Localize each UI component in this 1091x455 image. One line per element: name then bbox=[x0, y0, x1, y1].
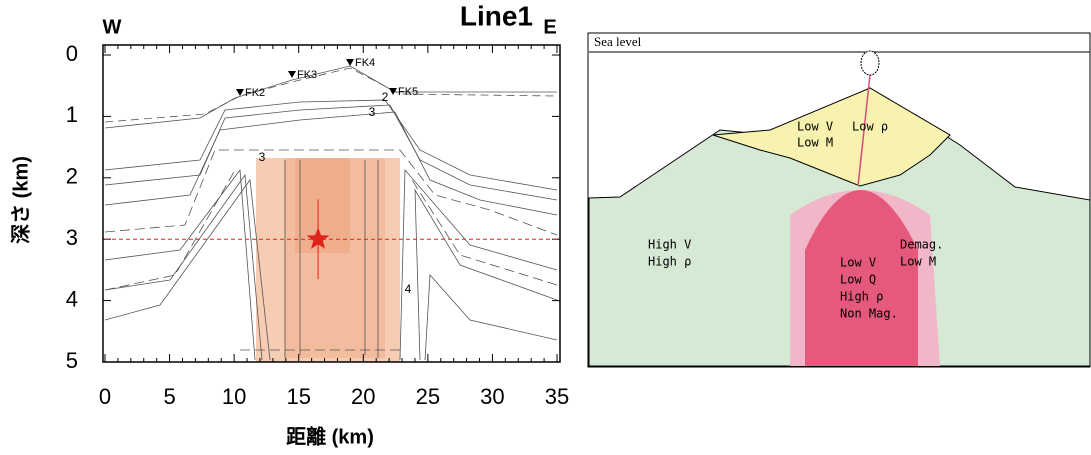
x-tick-label: 35 bbox=[545, 384, 569, 409]
zone-label: Low Q bbox=[840, 273, 876, 287]
contour-label: 4 bbox=[405, 282, 412, 296]
x-axis-label: 距離 (km) bbox=[286, 424, 374, 448]
plume bbox=[861, 51, 879, 75]
zone-label: Low ρ bbox=[852, 120, 888, 134]
x-tick-label: 15 bbox=[286, 384, 310, 409]
panel-title: Line1 bbox=[460, 0, 533, 31]
station-label: FK3 bbox=[297, 69, 317, 81]
zone-label: Low M bbox=[797, 136, 833, 150]
contour-label: 3 bbox=[259, 150, 266, 164]
station-marker bbox=[236, 89, 244, 96]
station-marker bbox=[346, 59, 354, 66]
x-tick-label: 20 bbox=[351, 384, 375, 409]
zone-label: Low M bbox=[900, 255, 936, 269]
x-tick-label: 10 bbox=[222, 384, 246, 409]
station-label: FK2 bbox=[245, 87, 265, 99]
contour-label: 3 bbox=[369, 105, 376, 119]
y-tick-label: 2 bbox=[66, 164, 78, 189]
station-marker bbox=[288, 71, 296, 78]
x-tick-label: 30 bbox=[480, 384, 504, 409]
east-label: E bbox=[543, 16, 556, 38]
y-axis-label: 深さ (km) bbox=[9, 156, 32, 244]
station-label: FK4 bbox=[355, 57, 375, 69]
y-tick-label: 5 bbox=[66, 348, 78, 373]
west-label: W bbox=[103, 16, 122, 38]
y-tick-label: 1 bbox=[66, 102, 78, 127]
x-tick-label: 0 bbox=[99, 384, 111, 409]
contours bbox=[105, 66, 557, 362]
y-tick-label: 3 bbox=[66, 225, 78, 250]
x-tick-label: 25 bbox=[416, 384, 440, 409]
contour-label: 2 bbox=[382, 90, 389, 104]
sea-level-label: Sea level bbox=[594, 34, 642, 49]
zone-label: Low V bbox=[840, 256, 876, 270]
zone-label: High ρ bbox=[648, 255, 691, 269]
figure: W E Line1 距離 (km) 深さ (km) Sea level 0510… bbox=[0, 0, 1091, 450]
station-label: FK5 bbox=[398, 86, 418, 98]
model-panel: Sea level bbox=[588, 33, 1090, 367]
zone-label: High ρ bbox=[840, 290, 883, 304]
zone-label: Low V bbox=[797, 120, 833, 134]
x-tick-label: 5 bbox=[163, 384, 175, 409]
y-tick-label: 4 bbox=[66, 286, 78, 311]
zone-label: High V bbox=[648, 238, 691, 252]
zone-label: Non Mag. bbox=[840, 307, 898, 321]
zone-label: Demag. bbox=[900, 238, 943, 252]
y-tick-label: 0 bbox=[66, 41, 78, 66]
